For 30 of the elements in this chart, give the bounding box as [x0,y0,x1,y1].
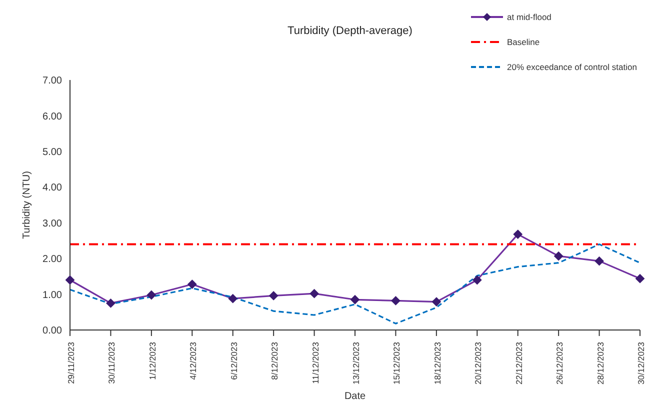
y-tick-label: 5.00 [42,146,62,158]
x-tick-label: 6/12/2023 [228,342,239,380]
x-axis-title: Date [344,391,366,402]
y-tick-label: 3.00 [42,218,62,230]
x-tick-label: 26/12/2023 [554,342,565,385]
x-tick-label: 8/12/2023 [270,342,280,380]
x-tick-label: 29/11/2023 [66,342,76,384]
x-tick-label: 11/12/2023 [310,342,320,384]
y-tick-label: 2.00 [42,254,62,266]
legend-label: Baseline [507,36,540,46]
x-tick-label: 30/11/2023 [106,342,117,384]
y-tick-label: 0.00 [42,326,62,337]
y-tick-label: 4.00 [42,182,62,194]
y-axis-title: Turbidity (NTU) [22,171,33,239]
legend-label: 20% exceedance of control station [507,62,637,72]
x-tick-label: 28/12/2023 [595,342,606,385]
x-tick-label: 15/12/2023 [392,342,402,385]
x-tick-label: 22/12/2023 [514,342,524,385]
y-tick-label: 1.00 [42,290,62,301]
x-tick-label: 20/12/2023 [473,342,484,385]
chart-title: Turbidity (Depth-average) [286,25,414,37]
y-tick-label: 6.00 [42,111,62,122]
legend-label: at mid-flood [507,12,552,22]
y-tick-label: 7.00 [42,76,62,87]
x-tick-label: 30/12/2023 [636,342,646,385]
line-series [69,243,641,324]
x-tick-label: 4/12/2023 [188,342,198,380]
x-tick-label: 1/12/2023 [147,342,158,380]
x-tick-label: 18/12/2023 [432,342,442,385]
x-tick-label: 13/12/2023 [351,342,361,385]
